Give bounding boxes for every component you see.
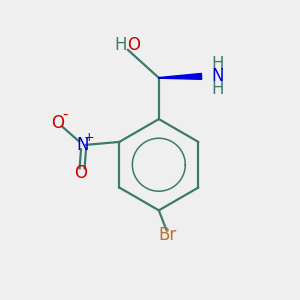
Text: +: +	[84, 131, 94, 144]
Polygon shape	[159, 74, 202, 79]
Text: N: N	[76, 136, 89, 154]
Text: O: O	[51, 114, 64, 132]
Text: O: O	[128, 36, 141, 54]
Text: H: H	[114, 36, 126, 54]
Text: N: N	[212, 68, 224, 85]
Text: -: -	[62, 107, 68, 122]
Text: H: H	[212, 55, 224, 73]
Text: H: H	[212, 80, 224, 98]
Text: O: O	[74, 164, 88, 182]
Text: Br: Br	[158, 226, 177, 244]
